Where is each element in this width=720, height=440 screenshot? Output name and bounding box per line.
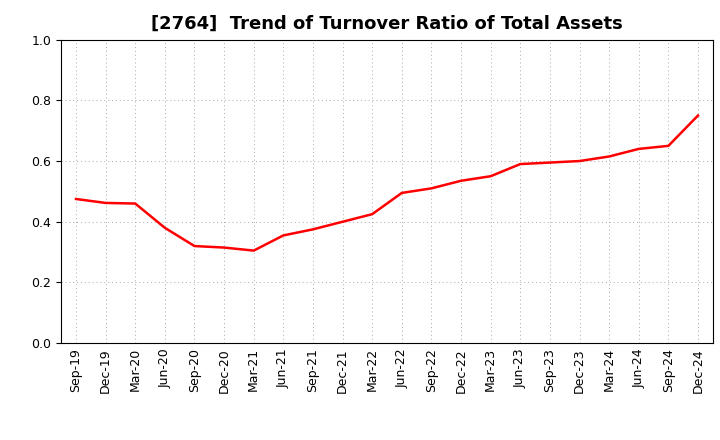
Title: [2764]  Trend of Turnover Ratio of Total Assets: [2764] Trend of Turnover Ratio of Total … (151, 15, 623, 33)
